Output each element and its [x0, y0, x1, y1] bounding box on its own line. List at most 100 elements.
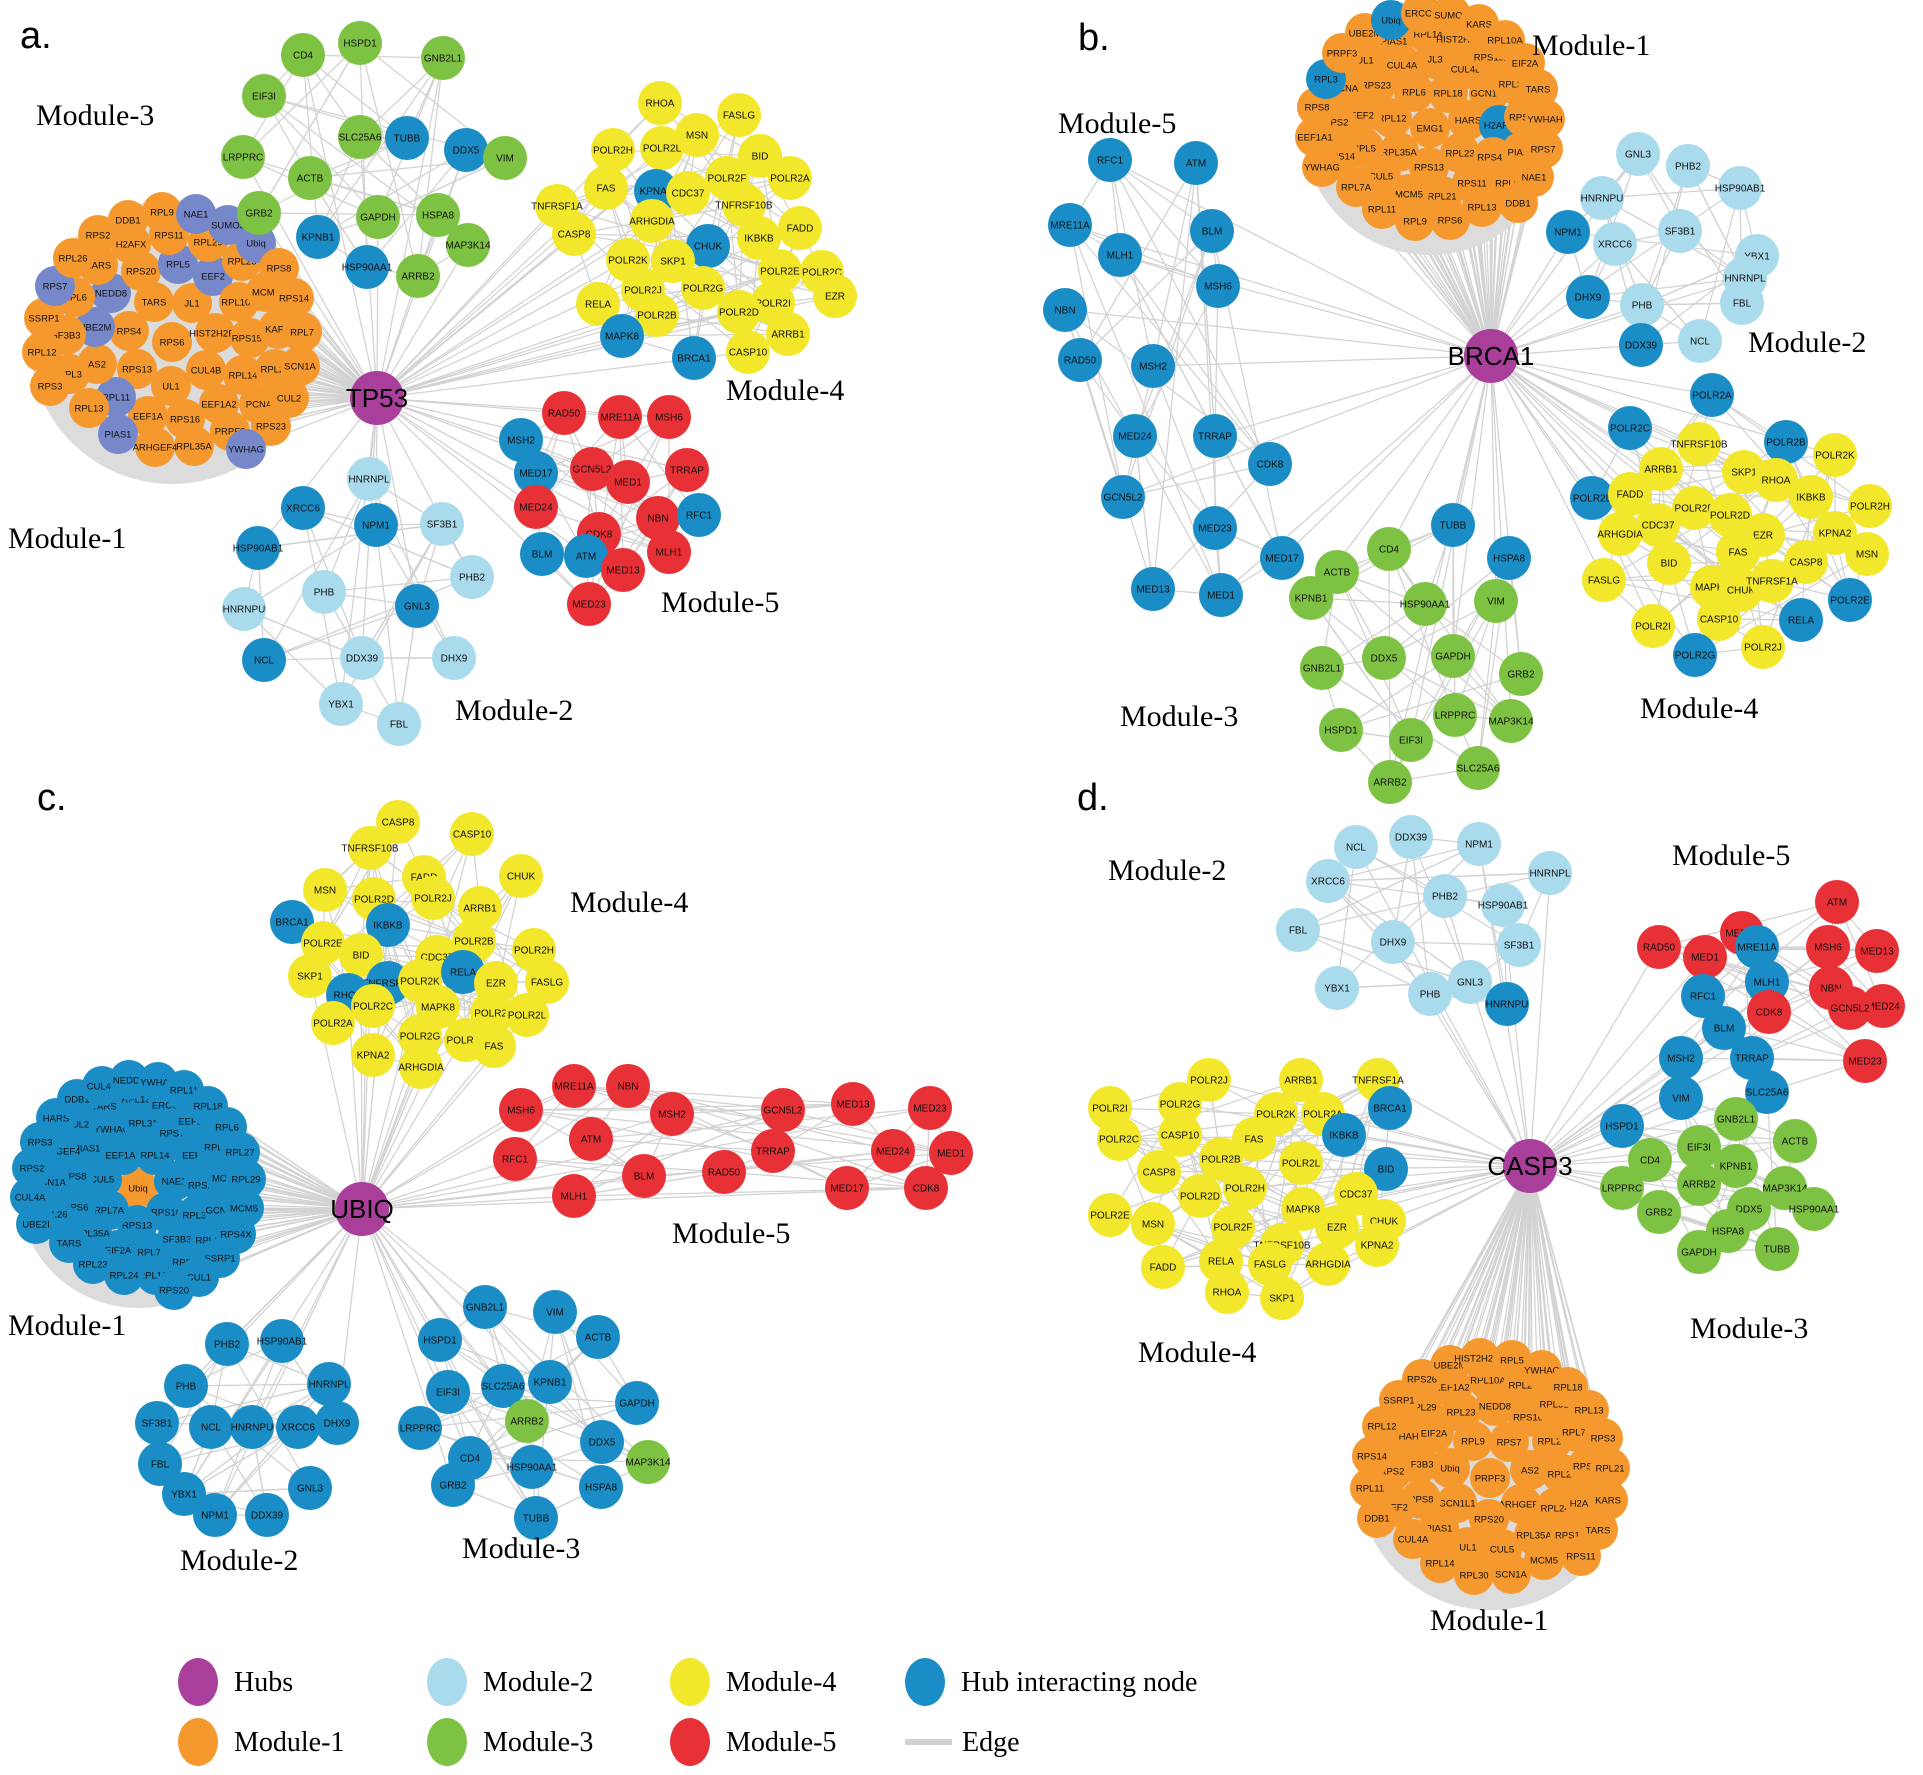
- node-POLR2J: [1741, 625, 1785, 669]
- node-label: POLR2H: [514, 946, 554, 957]
- node-YBX1: [319, 682, 363, 726]
- node-MED24: [871, 1129, 915, 1173]
- node-HSPD1: [1319, 708, 1363, 752]
- node-label: POLR2K: [1256, 1110, 1296, 1121]
- node-SCN1A: [1491, 1554, 1531, 1594]
- edge: [376, 397, 587, 557]
- node-DDX5: [1362, 636, 1406, 680]
- node-label: TNFRSF10B: [715, 201, 773, 212]
- node-label: RPS7: [43, 281, 68, 292]
- node-HNRNPL: [1528, 851, 1572, 895]
- node-label: RPS26: [1407, 1374, 1437, 1385]
- hub-node-TP53: [350, 371, 404, 425]
- node-label: MSH2: [658, 1110, 686, 1121]
- node-label: MLH1: [1107, 251, 1134, 262]
- node-label: POLR2A: [1692, 391, 1732, 402]
- node-ACTB: [1773, 1119, 1817, 1163]
- node-NCL: [242, 638, 286, 682]
- node-label: SF3B3: [51, 330, 80, 341]
- node-label: FBL: [1733, 299, 1752, 310]
- node-label: SF3B1: [142, 1419, 173, 1430]
- node-label: POLR2A: [770, 174, 810, 185]
- node-DDX39: [245, 1493, 289, 1537]
- node-label: TRRAP: [756, 1147, 790, 1158]
- node-label: RPS6: [64, 1202, 89, 1213]
- node-label: HSP90AA1: [1789, 1205, 1840, 1216]
- edge: [263, 478, 370, 661]
- node-label: POLR2F: [1214, 1223, 1253, 1234]
- edge: [1410, 836, 1431, 995]
- node-label: HSP90AB1: [1478, 901, 1529, 912]
- module-label-module-2: Module-2: [180, 1544, 298, 1577]
- node-label: RPL14: [1425, 1558, 1454, 1569]
- node-label: RFC1: [502, 1155, 529, 1166]
- node-label: RPL18: [193, 1101, 222, 1112]
- node-label: EEF2: [1350, 110, 1374, 121]
- nodes-layer: CD4 HSPD1 GNB2L1 EIF3I SLC25A6 TUBB DDX5 VIM LRP…: [221, 21, 857, 746]
- node-MAP3K14: [446, 223, 490, 267]
- node-label: HSPA8: [585, 1483, 617, 1494]
- node-label: HIST2H2BE: [1454, 1353, 1506, 1364]
- node-KPNB1: [1289, 576, 1333, 620]
- node-HSP90AA1: [345, 245, 389, 289]
- node-label: UBE2M: [79, 322, 112, 333]
- node-label: MSH2: [1139, 362, 1167, 373]
- node-RAD50: [702, 1150, 746, 1194]
- edge: [1490, 355, 1605, 581]
- node-label: MED23: [572, 600, 606, 611]
- edge: [1119, 254, 1283, 559]
- node-label: ERCC4: [152, 1100, 184, 1111]
- node-label: FAS: [485, 1042, 504, 1053]
- node-GAPDH: [1431, 634, 1475, 678]
- node-label: H2AFX: [116, 239, 147, 250]
- node-MED24: [1861, 984, 1905, 1028]
- node-label: DDB1: [115, 215, 140, 226]
- node-label: SF3B1: [427, 520, 458, 531]
- module-label-module-4: Module-4: [1138, 1336, 1256, 1369]
- node-label: UBE2I: [22, 1219, 49, 1230]
- node-RPS3: [30, 366, 70, 406]
- legend: Hubs Module-1 Module-2 Module-3 Module-4 Modu…: [178, 1658, 1197, 1766]
- node-label: CUL4B: [191, 365, 222, 376]
- node-GRB2: [237, 191, 281, 235]
- node-NBN: [606, 1064, 650, 1108]
- node-label: SCN1A: [34, 1177, 66, 1188]
- node-label: RPS20: [159, 1285, 189, 1296]
- legend-label: Module-3: [483, 1727, 593, 1758]
- node-KPNA2: [351, 1033, 395, 1077]
- node-CDC37: [1636, 503, 1680, 547]
- node-label: POLR2G: [1675, 651, 1716, 662]
- node-label: FAS: [1245, 1135, 1264, 1146]
- panel-letter: c.: [37, 777, 67, 819]
- node-label: ARHGEF4: [1499, 1499, 1544, 1510]
- node-label: YBX1: [328, 700, 354, 711]
- node-label: RPS15A: [232, 333, 269, 344]
- node-label: POLR2H: [593, 146, 633, 157]
- node-label: CUL4B: [1451, 64, 1482, 75]
- node-label: POLR2K: [1815, 451, 1855, 462]
- node-label: CHUK: [507, 872, 536, 883]
- edge: [1449, 1165, 1531, 1366]
- node-label: EZR: [825, 292, 845, 303]
- node-label: EIF2A: [1512, 58, 1539, 69]
- node-label: SKP1: [297, 972, 323, 983]
- module-label-module-5: Module-5: [672, 1217, 790, 1250]
- node-label: MAPK8: [1695, 583, 1729, 594]
- edge: [242, 42, 361, 158]
- edge: [1429, 993, 1531, 1167]
- node-label: POLR2A: [313, 1019, 353, 1030]
- node-label: NCL: [201, 1423, 221, 1434]
- node-RFC1: [493, 1137, 537, 1181]
- node-label: FASLG: [531, 978, 563, 989]
- node-label: HNRNPU: [1581, 194, 1624, 205]
- node-label: HSPA8: [422, 211, 454, 222]
- node-label: POLR2D: [1180, 1192, 1220, 1203]
- node-label: ATM: [576, 552, 596, 563]
- node-SF3B1: [1497, 923, 1541, 967]
- node-label: RPL5: [1500, 1355, 1524, 1366]
- edge: [419, 1427, 602, 1488]
- node-label: MCM4: [252, 287, 280, 298]
- node-label: RPL35A: [1516, 1530, 1552, 1541]
- node-HSP90AA1: [510, 1445, 554, 1489]
- node-FAS: [584, 166, 628, 210]
